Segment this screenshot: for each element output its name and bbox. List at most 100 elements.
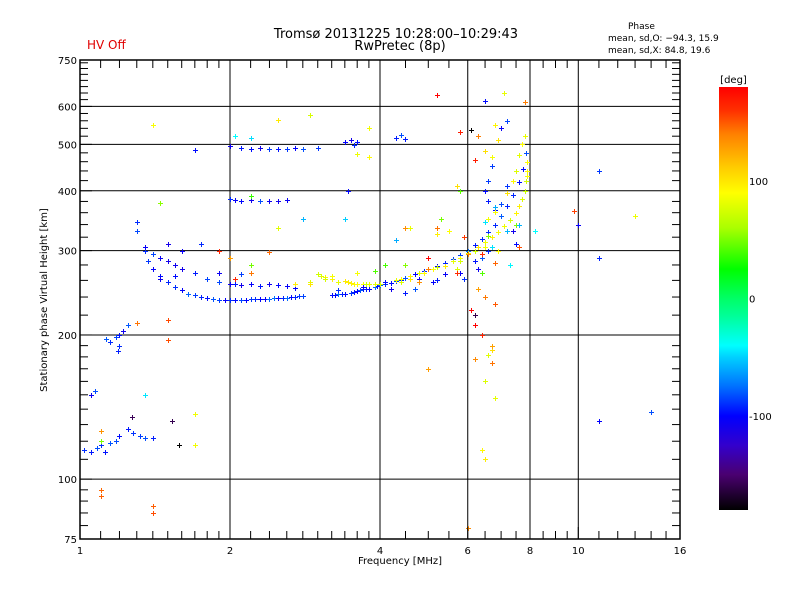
echo-point [517,180,522,185]
echo-point [403,263,408,268]
echo-point [408,274,413,279]
echo-point [523,134,528,139]
echo-point-v [492,344,493,349]
echo-point [166,259,171,264]
echo-point-v [445,272,446,277]
y-tick-label: 750 [58,56,77,67]
echo-point [483,149,488,154]
echo-point-v [468,526,469,531]
echo-point [389,287,394,292]
echo-point [352,290,357,295]
echo-point-v [485,240,486,245]
echo-point-v [453,259,454,264]
echo-point [99,429,104,434]
echo-point [249,271,254,276]
echo-point-v [507,184,508,189]
echo-point [469,128,474,133]
echo-point-v [377,284,378,289]
echo-point-v [119,434,120,439]
echo-point [340,292,345,297]
echo-point-v [101,488,102,493]
echo-point-v [369,126,370,131]
echo-point-v [338,288,339,293]
echo-point [99,494,104,499]
echo-point-v [513,179,514,184]
echo-point [239,146,244,151]
echo-point-v [338,280,339,285]
echo-point-v [405,291,406,296]
echo-point-v [84,448,85,453]
echo-point-v [101,439,102,444]
echo-point [435,232,440,237]
echo-point-v [495,223,496,228]
echo-point [233,198,238,203]
echo-point [158,274,163,279]
echo-point [258,199,263,204]
echo-point [276,118,281,123]
echo-point [493,123,498,128]
echo-point [367,282,372,287]
echo-point [417,277,422,282]
echo-point [143,436,148,441]
y-tick-label: 500 [58,140,77,151]
echo-point [239,283,244,288]
echo-point [228,197,233,202]
echo-point [301,217,306,222]
echo-point [524,179,529,184]
echo-point-v [599,419,600,424]
echo-point [186,292,191,297]
echo-point [349,291,354,296]
echo-point [417,280,422,285]
echo-point-v [303,217,304,222]
echo-point [177,443,182,448]
echo-point-v [460,253,461,258]
echo-point-v [251,194,252,199]
echo-point-v [260,284,261,289]
echo-point [466,252,471,257]
echo-point [383,280,388,285]
echo-point-v [219,280,220,285]
echo-point-v [105,450,106,455]
echo-point [483,245,488,250]
echo-point-v [363,282,364,287]
echo-point-v [179,443,180,448]
echo-point [367,126,372,131]
echo-point [217,298,222,303]
echo-point-v [235,298,236,303]
echo-point [173,263,178,268]
echo-point-v [260,146,261,151]
echo-point-v [375,285,376,290]
echo-point [301,294,306,299]
echo-point-v [482,256,483,261]
echo-point-v [295,282,296,287]
echo-point [483,379,488,384]
echo-point [352,282,357,287]
echo-point [486,179,491,184]
echo-point-v [599,169,600,174]
echo-point-v [366,282,367,287]
echo-point [443,272,448,277]
echo-point-v [160,201,161,206]
echo-point [258,284,263,289]
echo-point-v [106,337,107,342]
echo-point [349,138,354,143]
echo-point [281,296,286,301]
colorbar-label: [deg] [720,75,747,86]
echo-point [352,143,357,148]
echo-point [336,280,341,285]
echo-point-v [201,295,202,300]
echo-point-v [357,271,358,276]
echo-point [104,337,109,342]
echo-point-v [380,282,381,287]
echo-point-v [278,199,279,204]
echo-point-v [651,410,652,415]
echo-point-v [419,271,420,276]
echo-point-v [492,361,493,366]
echo-point-v [116,335,117,340]
echo-point-v [495,205,496,210]
echo-point-v [460,256,461,261]
echo-point-v [168,318,169,323]
echo-point-v [464,277,465,282]
echo-point [330,277,335,282]
echo-point [455,271,460,276]
